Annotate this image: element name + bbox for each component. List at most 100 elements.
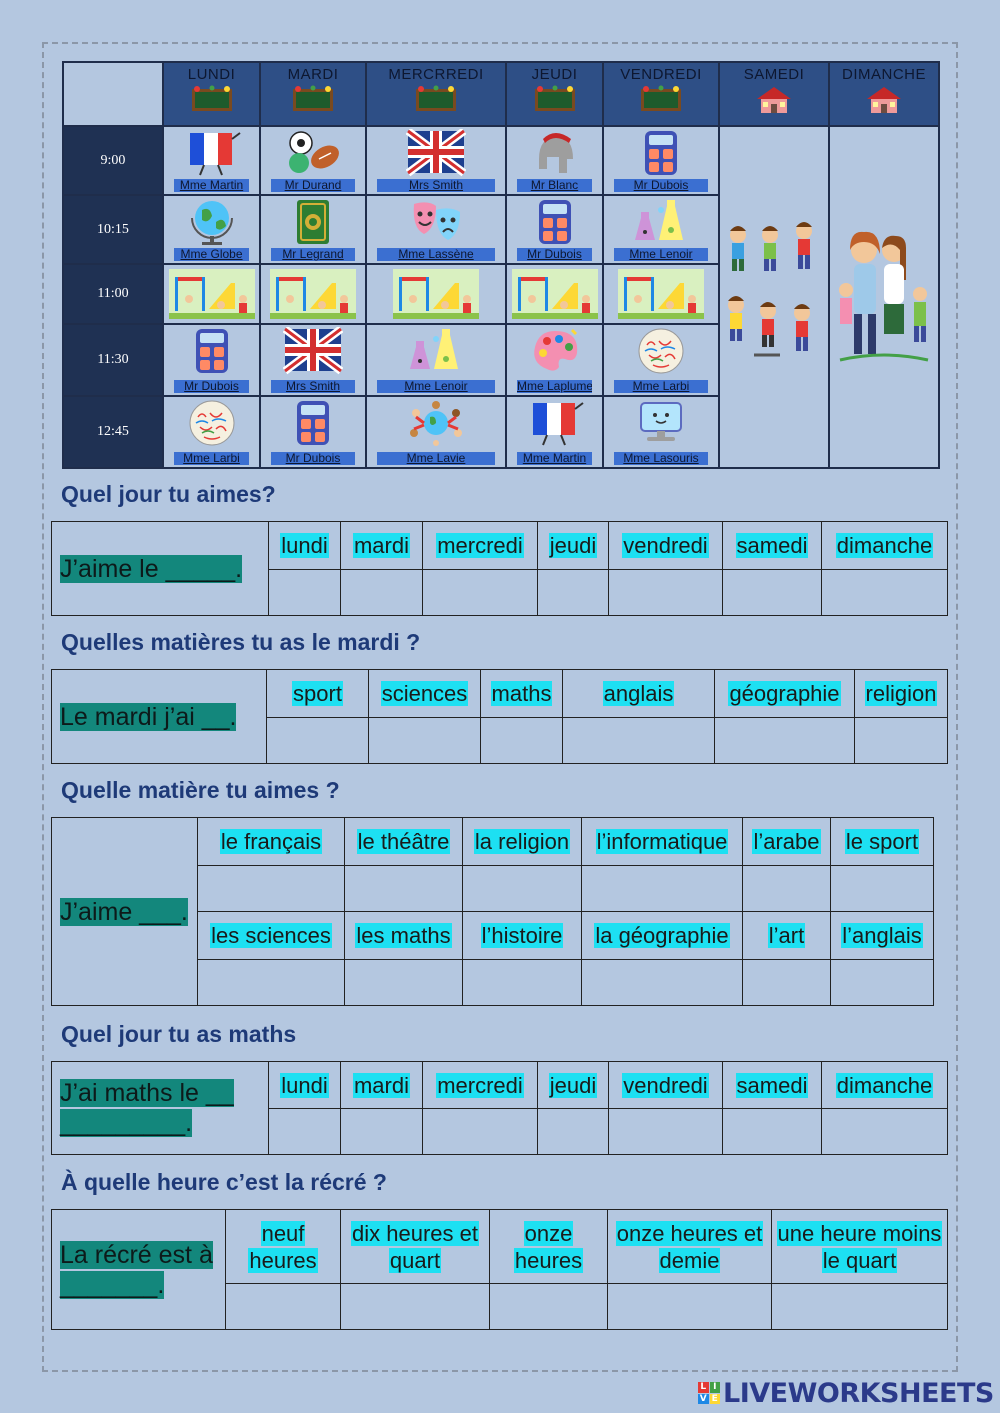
answer-box[interactable] bbox=[197, 959, 345, 1006]
option-dix-heures-et-quart[interactable]: dix heures et quart bbox=[340, 1209, 490, 1284]
teacher-name: Mr Blanc bbox=[517, 179, 592, 192]
option-sport[interactable]: sport bbox=[266, 669, 369, 718]
answer-box[interactable] bbox=[268, 569, 341, 616]
option-anglais[interactable]: anglais bbox=[562, 669, 715, 718]
option-arabe[interactable]: l’arabe bbox=[742, 817, 831, 866]
timetable: LUNDI MARDI MERCRREDI JEUDI VENDREDI SAM… bbox=[62, 61, 940, 469]
answer-box[interactable] bbox=[771, 1283, 948, 1330]
option-le-francais[interactable]: le français bbox=[197, 817, 345, 866]
option-sciences[interactable]: sciences bbox=[368, 669, 481, 718]
answer-box[interactable] bbox=[462, 959, 582, 1006]
answer-box[interactable] bbox=[607, 1283, 772, 1330]
option-neuf-heures[interactable]: neuf heures bbox=[225, 1209, 341, 1284]
answer-box[interactable] bbox=[344, 865, 463, 912]
answer-box[interactable] bbox=[821, 569, 948, 616]
chalkboard-icon bbox=[641, 85, 681, 111]
option-vendredi[interactable]: vendredi bbox=[608, 1061, 723, 1109]
option-anglais[interactable]: l’anglais bbox=[830, 911, 934, 960]
answer-box[interactable] bbox=[714, 717, 855, 764]
timetable-row: 11:00 bbox=[62, 263, 939, 325]
answer-sentence: La récré est à _______. bbox=[51, 1209, 226, 1330]
playground-icon bbox=[270, 269, 356, 319]
time-slot: 9:00 bbox=[62, 125, 164, 196]
option-mardi[interactable]: mardi bbox=[340, 1061, 423, 1109]
lesson-cell: Mr Blanc bbox=[505, 125, 604, 196]
answer-box[interactable] bbox=[742, 865, 831, 912]
answer-box[interactable] bbox=[340, 1283, 490, 1330]
option-onze-heures[interactable]: onze heures bbox=[489, 1209, 608, 1284]
answer-box[interactable] bbox=[722, 569, 822, 616]
answer-box[interactable] bbox=[830, 959, 934, 1006]
answer-box[interactable] bbox=[742, 959, 831, 1006]
option-samedi[interactable]: samedi bbox=[722, 521, 822, 570]
option-dimanche[interactable]: dimanche bbox=[821, 521, 948, 570]
option-la-religion[interactable]: la religion bbox=[462, 817, 582, 866]
answer-box[interactable] bbox=[480, 717, 563, 764]
option-art[interactable]: l’art bbox=[742, 911, 831, 960]
answer-box[interactable] bbox=[197, 865, 345, 912]
answer-box[interactable] bbox=[422, 1108, 538, 1155]
option-onze-heures-et-demie[interactable]: onze heures et demie bbox=[607, 1209, 772, 1284]
answer-box[interactable] bbox=[854, 717, 948, 764]
option-mardi[interactable]: mardi bbox=[340, 521, 423, 570]
option-mercredi[interactable]: mercredi bbox=[422, 1061, 538, 1109]
day-header: DIMANCHE bbox=[828, 61, 940, 127]
answer-box[interactable] bbox=[340, 1108, 423, 1155]
answer-box[interactable] bbox=[225, 1283, 341, 1330]
day-header: JEUDI bbox=[505, 61, 604, 127]
answer-box[interactable] bbox=[608, 569, 723, 616]
answer-box[interactable] bbox=[537, 569, 609, 616]
answer-box[interactable] bbox=[562, 717, 715, 764]
answer-box[interactable] bbox=[608, 1108, 723, 1155]
logo-letter: I bbox=[709, 1382, 720, 1393]
answer-box[interactable] bbox=[340, 569, 423, 616]
option-maths[interactable]: maths bbox=[480, 669, 563, 718]
computer-icon bbox=[640, 402, 682, 441]
option-religion[interactable]: religion bbox=[854, 669, 948, 718]
answer-sentence: J’aime le _____. bbox=[51, 521, 269, 616]
answer-box[interactable] bbox=[537, 1108, 609, 1155]
option-lundi[interactable]: lundi bbox=[268, 521, 341, 570]
playground-icon bbox=[618, 269, 704, 319]
lesson-cell: Mme Laplume bbox=[505, 323, 604, 397]
option-le-theatre[interactable]: le théâtre bbox=[344, 817, 463, 866]
teacher-name: Mr Dubois bbox=[271, 452, 355, 465]
option-geographie[interactable]: géographie bbox=[714, 669, 855, 718]
option-vendredi[interactable]: vendredi bbox=[608, 521, 723, 570]
option-la-geographie[interactable]: la géographie bbox=[581, 911, 743, 960]
teacher-name: Mme Globe bbox=[174, 248, 249, 261]
option-mercredi[interactable]: mercredi bbox=[422, 521, 538, 570]
option-informatique[interactable]: l’informatique bbox=[581, 817, 743, 866]
answer-box[interactable] bbox=[489, 1283, 608, 1330]
lesson-cell: Mrs Smith bbox=[365, 125, 507, 196]
time-slot: 11:00 bbox=[62, 263, 164, 325]
option-jeudi[interactable]: jeudi bbox=[537, 521, 609, 570]
option-les-maths[interactable]: les maths bbox=[344, 911, 463, 960]
option-jeudi[interactable]: jeudi bbox=[537, 1061, 609, 1109]
answer-box[interactable] bbox=[581, 865, 743, 912]
option-les-sciences[interactable]: les sciences bbox=[197, 911, 345, 960]
answer-box[interactable] bbox=[722, 1108, 822, 1155]
logo-icon: L I V E bbox=[698, 1382, 720, 1404]
option-une-heure-moins-le-quart[interactable]: une heure moins le quart bbox=[771, 1209, 948, 1284]
answer-box[interactable] bbox=[344, 959, 463, 1006]
answer-box[interactable] bbox=[821, 1108, 948, 1155]
option-histoire[interactable]: l’histoire bbox=[462, 911, 582, 960]
day-header: MARDI bbox=[259, 61, 367, 127]
answer-box[interactable] bbox=[462, 865, 582, 912]
answer-box[interactable] bbox=[422, 569, 538, 616]
option-dimanche[interactable]: dimanche bbox=[821, 1061, 948, 1109]
option-samedi[interactable]: samedi bbox=[722, 1061, 822, 1109]
option-lundi[interactable]: lundi bbox=[268, 1061, 341, 1109]
teacher-name: Mr Dubois bbox=[614, 179, 708, 192]
time-slot: 12:45 bbox=[62, 395, 164, 469]
teacher-name: Mr Dubois bbox=[517, 248, 592, 261]
calculator-icon bbox=[538, 200, 571, 244]
answer-box[interactable] bbox=[581, 959, 743, 1006]
answer-box[interactable] bbox=[368, 717, 481, 764]
answer-box[interactable] bbox=[268, 1108, 341, 1155]
question-title: Quel jour tu as maths bbox=[61, 1021, 297, 1047]
answer-box[interactable] bbox=[830, 865, 934, 912]
answer-box[interactable] bbox=[266, 717, 369, 764]
option-le-sport[interactable]: le sport bbox=[830, 817, 934, 866]
